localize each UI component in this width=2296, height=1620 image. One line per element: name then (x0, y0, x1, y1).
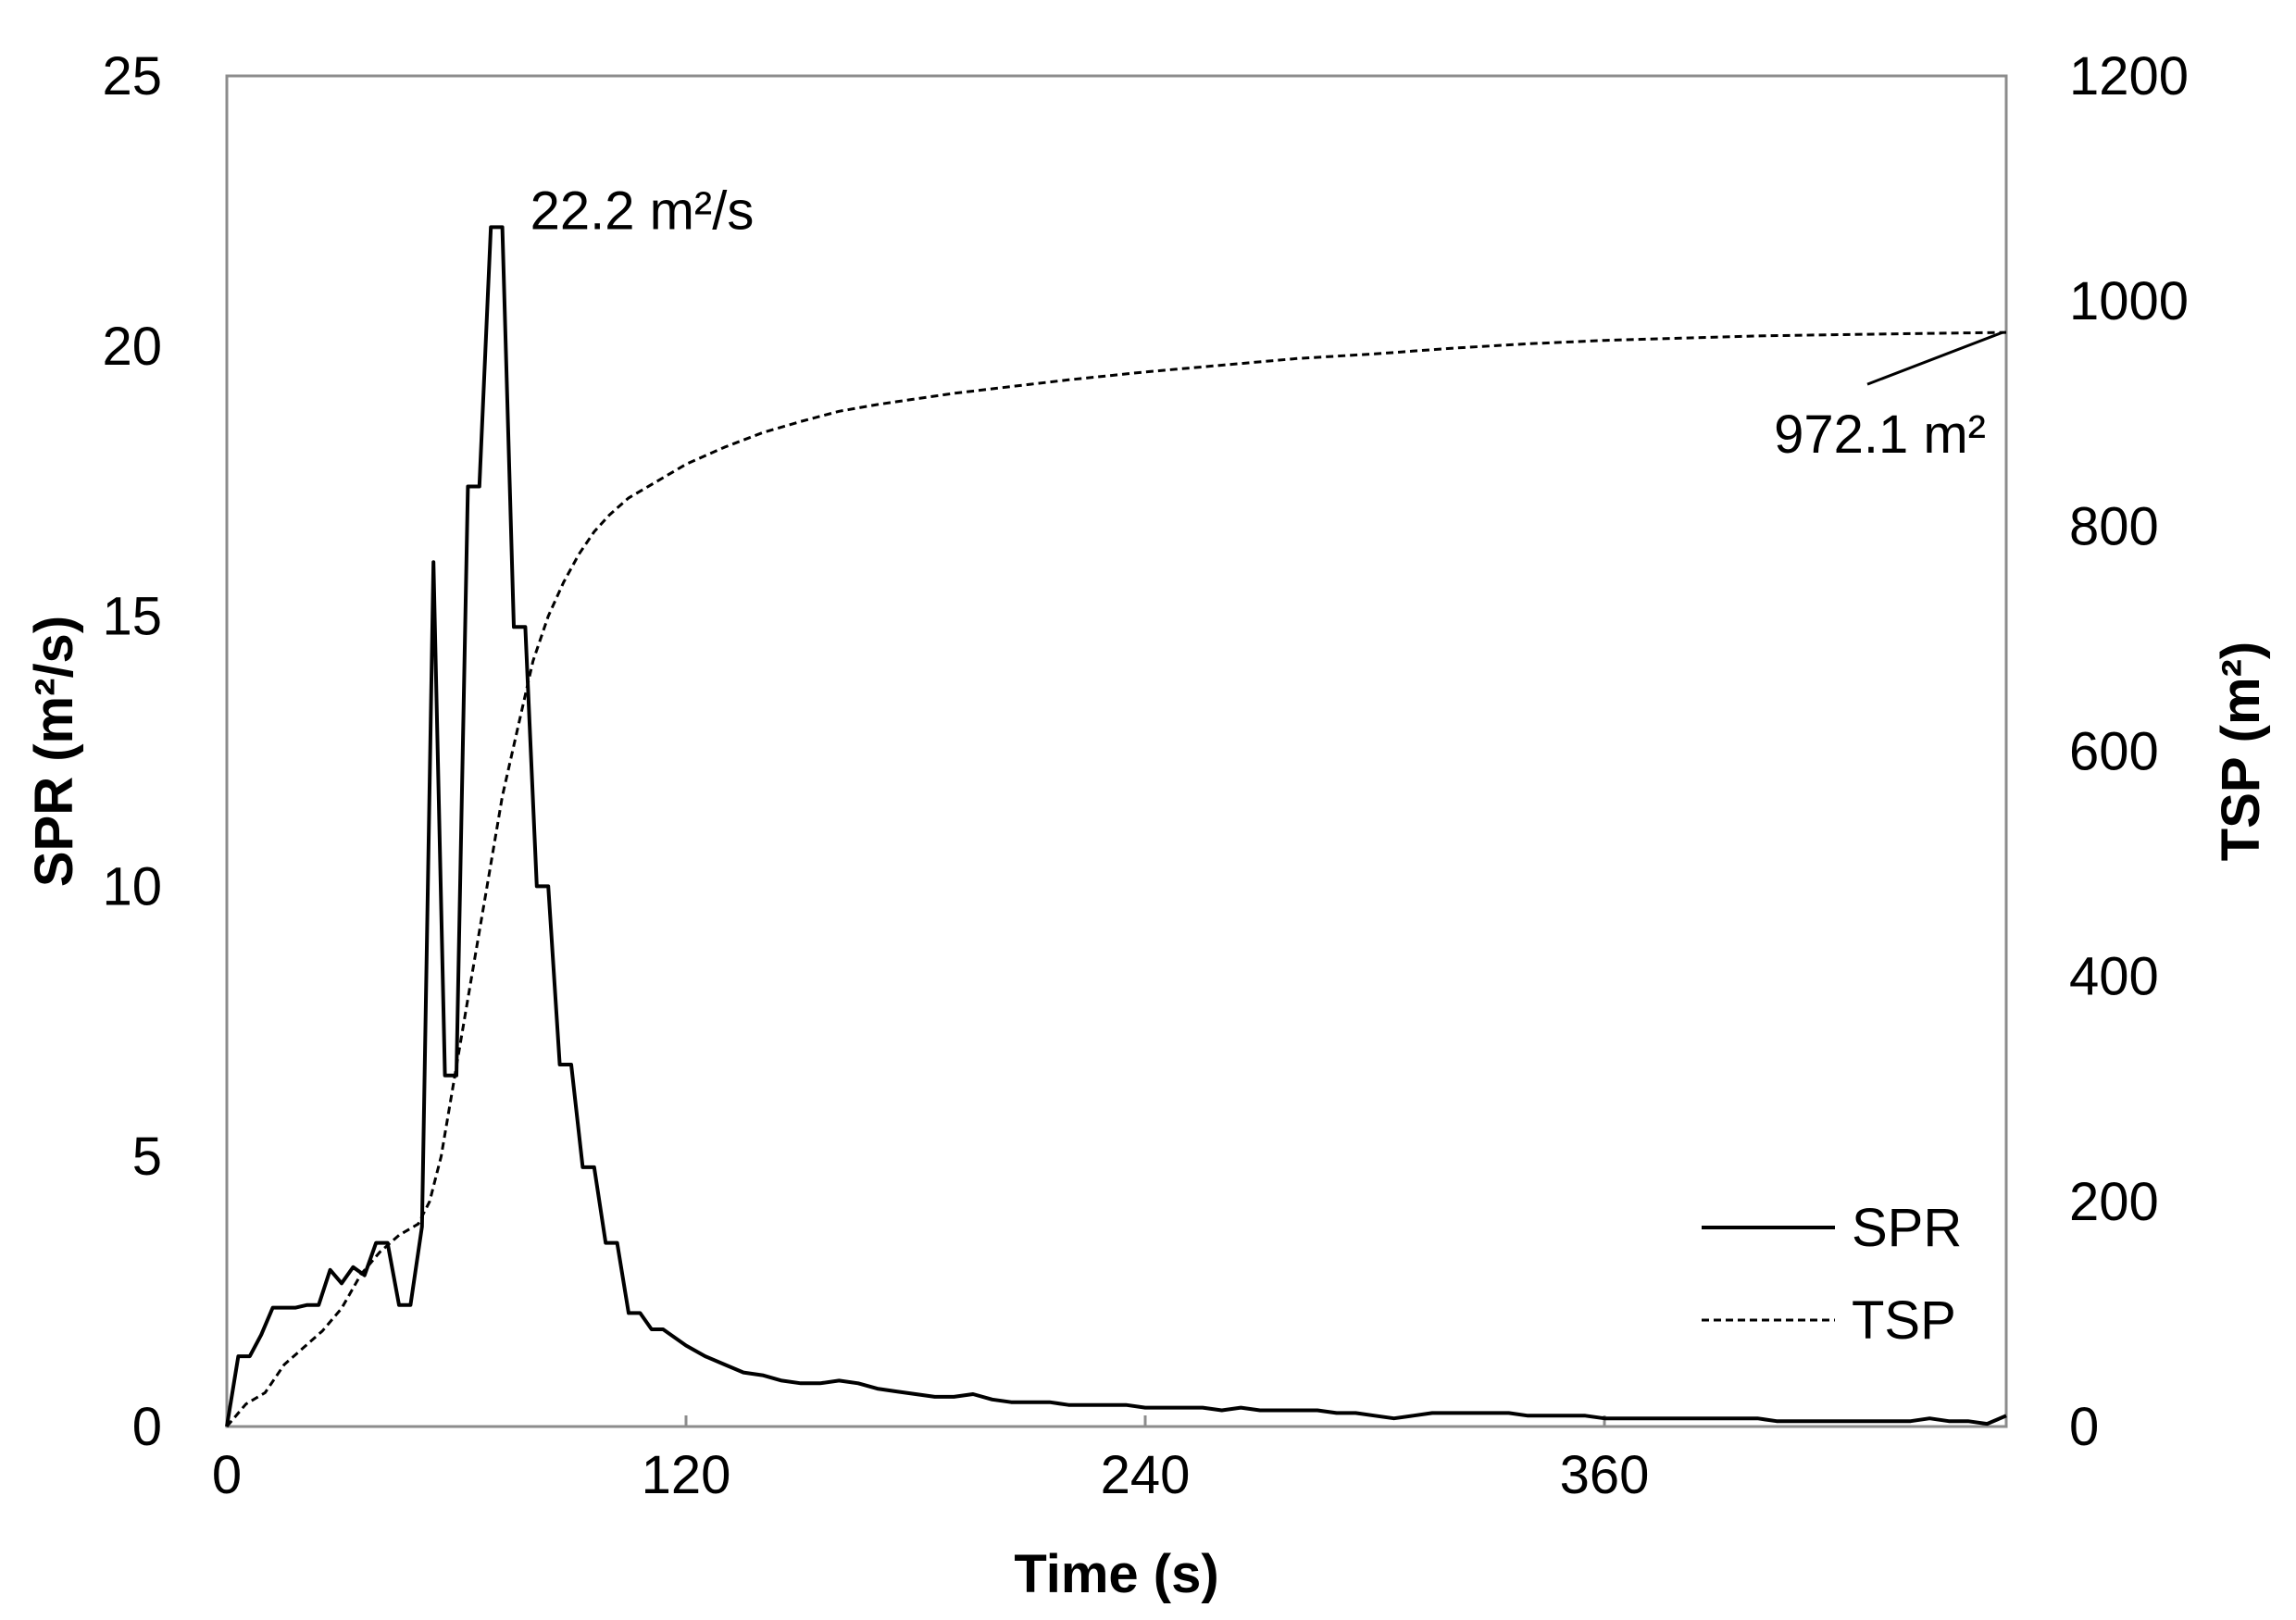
y2-tick-label: 200 (2069, 1172, 2159, 1232)
y2-axis-title: TSP (m²) (2211, 642, 2271, 861)
final-annotation: 972.1 m² (1774, 405, 1986, 465)
y-tick-label: 10 (102, 856, 162, 916)
axis-titles: Time (s) SPR (m²/s) TSP (m²) (24, 616, 2271, 1604)
x-tick-label: 240 (1101, 1445, 1191, 1505)
y2-tick-label: 0 (2069, 1397, 2099, 1457)
axes (225, 74, 2008, 1428)
y-tick-label: 5 (132, 1127, 162, 1187)
series-layer (225, 225, 2007, 1427)
y-tick-label: 0 (132, 1397, 162, 1457)
y-tick-label: 25 (102, 46, 162, 106)
annotations: 22.2 m²/s 972.1 m² (530, 181, 2003, 465)
x-tick-label: 120 (642, 1445, 731, 1505)
y2-tick-label: 1200 (2069, 46, 2189, 106)
y2-tick-label: 400 (2069, 947, 2159, 1007)
y-tick-label: 20 (102, 317, 162, 377)
y2-tick-label: 1000 (2069, 271, 2189, 331)
series-line-tsp (225, 330, 2007, 1427)
peak-annotation: 22.2 m²/s (530, 181, 755, 241)
y2-tick-label: 800 (2069, 496, 2159, 556)
legend: SPR TSP (1702, 1198, 1962, 1351)
y-axis-title: SPR (m²/s) (24, 616, 84, 887)
tick-labels: 0 120 240 360 0 5 10 15 20 25 0 200 400 600 800 1000 120… (102, 46, 2189, 1505)
x-tick-label: 360 (1560, 1445, 1650, 1505)
plot-frame (225, 74, 2008, 1428)
x-tick-label: 0 (212, 1445, 242, 1505)
legend-label-spr: SPR (1852, 1198, 1962, 1258)
final-annotation-leader (1866, 330, 2003, 386)
y-tick-label: 15 (102, 587, 162, 647)
y2-tick-label: 600 (2069, 722, 2159, 782)
legend-label-tsp: TSP (1852, 1290, 1956, 1351)
x-axis-title: Time (s) (1014, 1544, 1218, 1604)
series-line-spr (225, 225, 2007, 1427)
